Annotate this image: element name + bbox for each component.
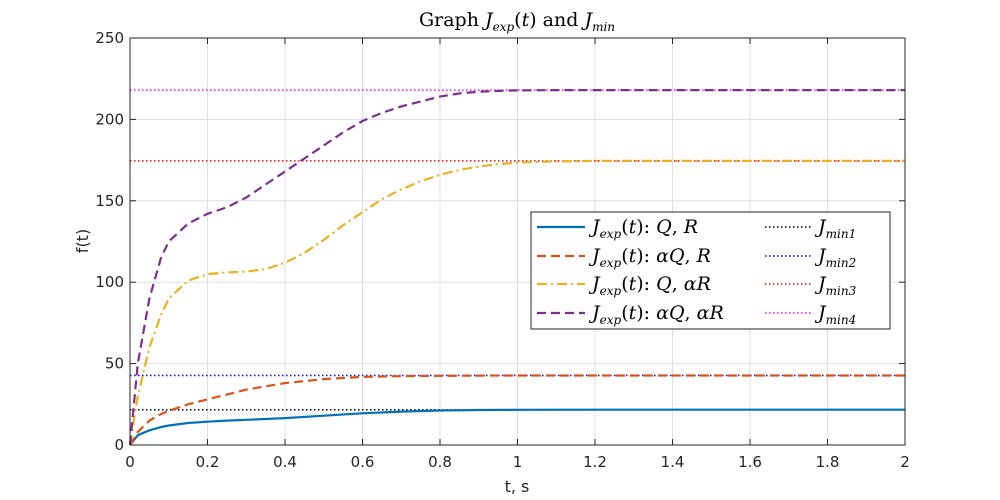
legend-label-series-2: Jexp(t): αQ, R bbox=[588, 245, 711, 270]
series-line-3 bbox=[128, 159, 905, 446]
legend-label-jmin4: Jmin4 bbox=[814, 302, 856, 327]
x-axis-label: t, s bbox=[505, 477, 530, 496]
x-tick-label: 1.4 bbox=[661, 453, 685, 471]
x-tick-label: 0.2 bbox=[196, 453, 220, 471]
legend-label-series-4: Jexp(t): αQ, αR bbox=[588, 302, 724, 327]
x-tick-label: 1.2 bbox=[583, 453, 607, 471]
chart-title: Graph Jexp(t) and Jmin bbox=[419, 9, 615, 34]
legend-box bbox=[530, 211, 891, 330]
legend-label-jmin1: Jmin1 bbox=[814, 216, 856, 241]
y-tick-label: 200 bbox=[95, 110, 124, 128]
x-tick-label: 0.8 bbox=[428, 453, 452, 471]
series-line-2 bbox=[129, 374, 905, 446]
y-tick-label: 150 bbox=[95, 192, 124, 210]
x-tick-label: 0.4 bbox=[273, 453, 297, 471]
legend-label-series-3: Jexp(t): Q, αR bbox=[588, 273, 711, 298]
x-tick-label: 1 bbox=[513, 453, 523, 471]
axis-ticks: 0 0.2 0.4 0.6 0.8 1 1.2 1.4 1.6 1.8 2 0 50 100 150 200 2… bbox=[95, 29, 909, 471]
y-tick-label: 50 bbox=[105, 355, 124, 373]
series-lines bbox=[128, 88, 905, 446]
legend-label-series-1: Jexp(t): Q, R bbox=[588, 216, 698, 241]
y-tick-label: 0 bbox=[114, 436, 124, 454]
legend-label-jmin2: Jmin2 bbox=[814, 245, 856, 270]
legend: Jexp(t): Q, R Jexp(t): αQ, R Jexp(t): Q,… bbox=[530, 211, 891, 330]
x-tick-label: 2 bbox=[900, 453, 910, 471]
series-line-4 bbox=[128, 88, 905, 446]
legend-label-jmin3: Jmin3 bbox=[814, 273, 857, 298]
x-tick-label: 1.6 bbox=[738, 453, 762, 471]
x-tick-label: 1.8 bbox=[816, 453, 840, 471]
y-axis-label: f(t) bbox=[73, 229, 92, 253]
x-tick-label: 0.6 bbox=[351, 453, 375, 471]
series-line-1 bbox=[129, 408, 905, 446]
x-tick-label: 0 bbox=[125, 453, 135, 471]
y-tick-label: 100 bbox=[95, 273, 124, 291]
y-tick-label: 250 bbox=[95, 29, 124, 47]
